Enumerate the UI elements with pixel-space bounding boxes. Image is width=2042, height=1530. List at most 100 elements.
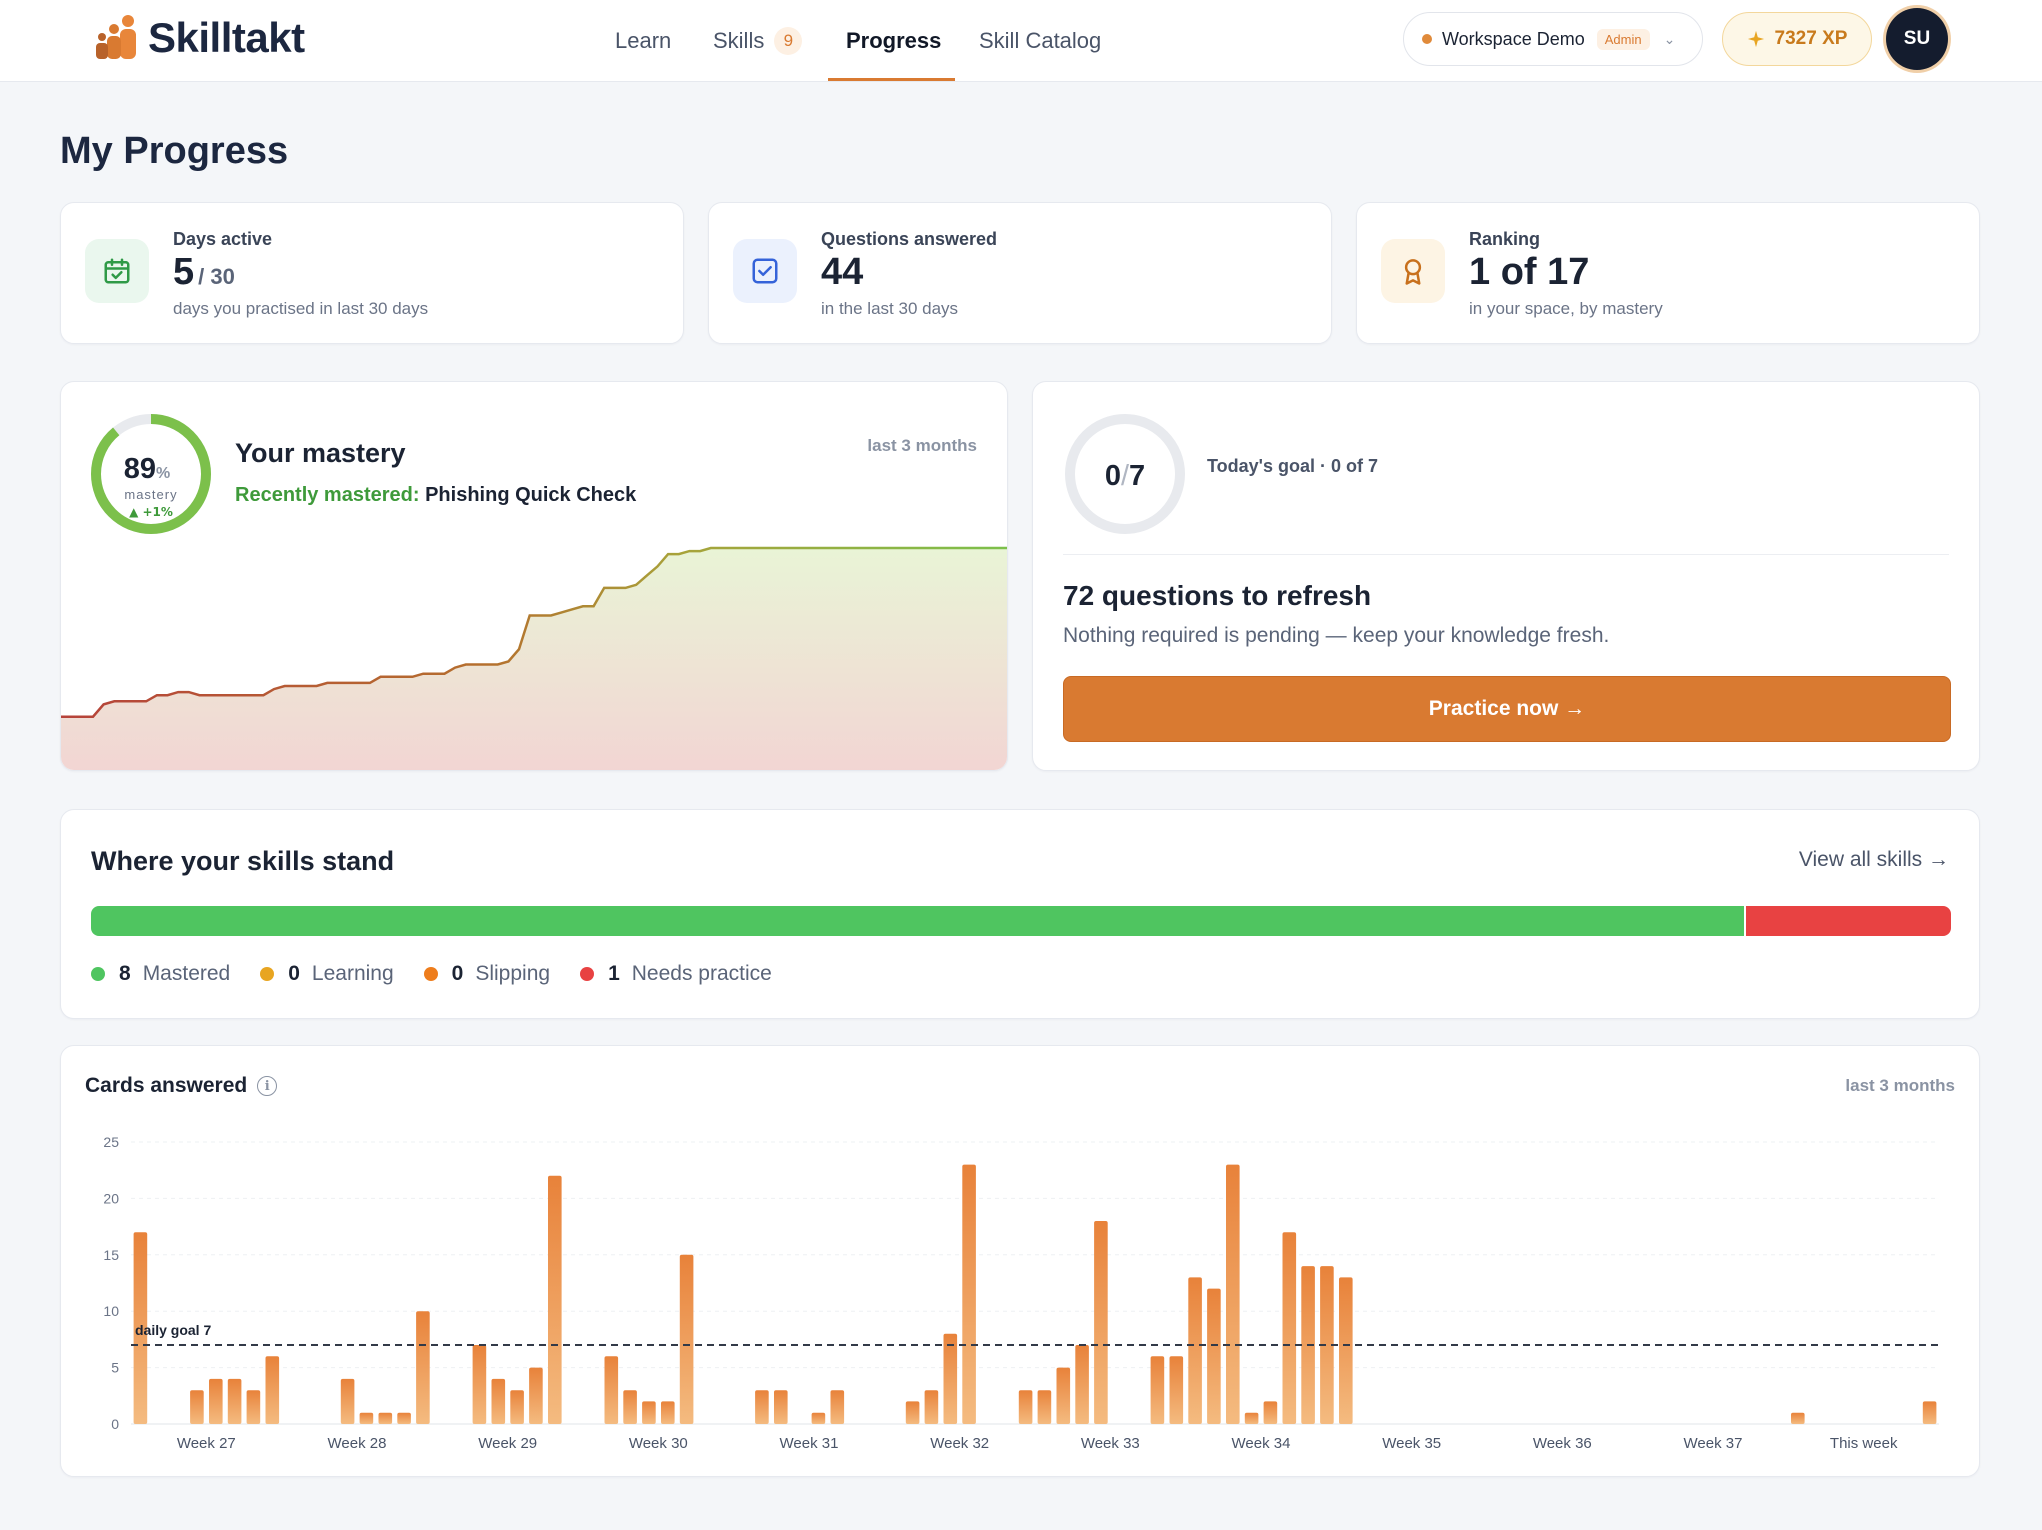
xp-badge[interactable]: 7327 XP <box>1722 12 1872 66</box>
bar <box>1282 1232 1297 1424</box>
bar <box>943 1333 958 1424</box>
stat-caption: days you practised in last 30 days <box>173 299 429 318</box>
info-icon[interactable]: i <box>257 1076 278 1096</box>
active-tab-indicator <box>828 78 955 81</box>
bar <box>604 1356 619 1424</box>
days-active-total: / 30 <box>198 264 235 289</box>
y-tick-label: 20 <box>103 1190 119 1206</box>
mastery-ring: 89% mastery ▲ +1% <box>91 414 211 534</box>
stat-label: Days active <box>173 229 273 249</box>
bar <box>472 1345 487 1424</box>
mastery-trend-area <box>61 548 1007 770</box>
bar <box>359 1412 374 1424</box>
workspace-role-badge: Admin <box>1596 28 1650 50</box>
bar <box>209 1378 223 1424</box>
goal-target: 7 <box>1129 460 1145 492</box>
svg-text:89%: 89% <box>124 453 171 485</box>
legend-dot <box>260 967 275 981</box>
legend-count: 8 <box>119 962 131 985</box>
bar <box>1263 1401 1278 1424</box>
calendar-check-icon <box>85 239 149 303</box>
mastery-trend-line <box>61 546 1007 718</box>
bar <box>661 1401 675 1424</box>
nav-progress[interactable]: Progress <box>846 28 942 53</box>
x-tick-label: Week 36 <box>1533 1435 1592 1452</box>
bar <box>510 1390 524 1424</box>
workspace-name: Workspace Demo <box>1442 28 1585 49</box>
goal-ring: 0/7 <box>1065 414 1185 534</box>
legend-item: 0 Learning <box>260 962 394 986</box>
bar <box>1791 1412 1805 1424</box>
refresh-title: 72 questions to refresh <box>1063 580 1372 611</box>
bar <box>811 1412 826 1424</box>
brand-name: Skilltakt <box>148 14 305 61</box>
bar <box>1056 1367 1071 1424</box>
cards-answered-label: Cards answered <box>85 1074 248 1097</box>
legend-label: Learning <box>311 962 394 985</box>
mastery-title: Your mastery <box>235 438 406 468</box>
legend-item: 1 Needs practice <box>580 962 772 986</box>
workspace-switcher[interactable]: Workspace Demo Admin ⌄ <box>1403 12 1703 66</box>
nav-learn[interactable]: Learn <box>615 28 672 53</box>
svg-text:0/7: 0/7 <box>1105 460 1145 492</box>
legend-count: 1 <box>608 962 620 985</box>
days-active-value: 5 <box>173 251 195 293</box>
legend-count: 0 <box>288 962 300 985</box>
skills-bar-segment-needs-practice <box>1744 906 1951 936</box>
bar <box>1169 1356 1184 1424</box>
bar <box>924 1390 939 1424</box>
refresh-text: Nothing required is pending — keep your … <box>1063 624 1610 647</box>
nav-skill-catalog[interactable]: Skill Catalog <box>979 28 1102 53</box>
stat-value: 5/ 30 <box>173 251 235 294</box>
stat-caption: in the last 30 days <box>821 299 959 318</box>
stat-label: Questions answered <box>821 229 998 249</box>
bar <box>548 1175 562 1424</box>
nav-skills-label: Skills <box>713 28 765 53</box>
bar <box>679 1254 694 1424</box>
bar <box>1207 1288 1221 1424</box>
bar <box>623 1390 637 1424</box>
xp-label: 7327 XP <box>1774 28 1848 49</box>
goal-done: 0 <box>1105 460 1121 492</box>
view-all-skills-link[interactable]: View all skills → <box>1798 848 1949 871</box>
practice-now-button[interactable]: Practice now → <box>1063 676 1951 742</box>
brand-logo[interactable]: Skilltakt <box>94 8 305 68</box>
bar <box>1150 1356 1165 1424</box>
bar <box>755 1390 769 1424</box>
x-tick-label: Week 34 <box>1232 1435 1291 1452</box>
bar <box>491 1378 506 1424</box>
bar <box>1018 1390 1033 1424</box>
user-avatar[interactable]: SU <box>1886 8 1948 70</box>
recently-mastered-label: Recently mastered: <box>235 484 420 506</box>
legend-dot <box>423 967 438 981</box>
bar <box>397 1412 411 1424</box>
x-tick-label: Week 28 <box>328 1435 387 1452</box>
main-nav: Learn Skills 9 Progress Skill Catalog <box>0 0 2042 82</box>
daily-goal-card: 0/7 Today's goal · 0 of 7 72 questions t… <box>1032 381 1980 771</box>
skills-legend: 8 Mastered 0 Learning 0 Slipping 1 Needs practi… <box>91 962 772 986</box>
stat-caption: in your space, by mastery <box>1469 299 1663 318</box>
bar <box>1094 1221 1108 1424</box>
bar <box>133 1232 148 1424</box>
cards-answered-chart: 0 5 10 15 20 25 daily goal 7 Week 27 Week 28 We… <box>103 1134 1939 1452</box>
bar <box>1320 1266 1334 1424</box>
bar <box>905 1401 920 1424</box>
y-tick-label: 0 <box>111 1416 119 1432</box>
bar <box>416 1311 430 1424</box>
cards-range-label: last 3 months <box>1845 1076 1955 1095</box>
x-tick-label: Week 33 <box>1081 1435 1140 1452</box>
bar <box>1244 1412 1259 1424</box>
workspace-dot <box>1422 34 1432 44</box>
sparkle-icon <box>1747 30 1764 48</box>
y-tick-label: 5 <box>111 1360 119 1376</box>
mastery-range-label: last 3 months <box>867 436 977 455</box>
x-tick-label: This week <box>1830 1435 1898 1452</box>
bar <box>378 1412 393 1424</box>
x-tick-label: Week 37 <box>1684 1435 1743 1452</box>
legend-dot <box>580 967 595 981</box>
nav-skills[interactable]: Skills 9 <box>713 0 803 82</box>
legend-count: 0 <box>451 962 464 985</box>
legend-item: 0 Slipping <box>423 962 550 986</box>
mastery-delta: ▲ +1% <box>129 505 173 519</box>
legend-dot <box>91 967 105 981</box>
